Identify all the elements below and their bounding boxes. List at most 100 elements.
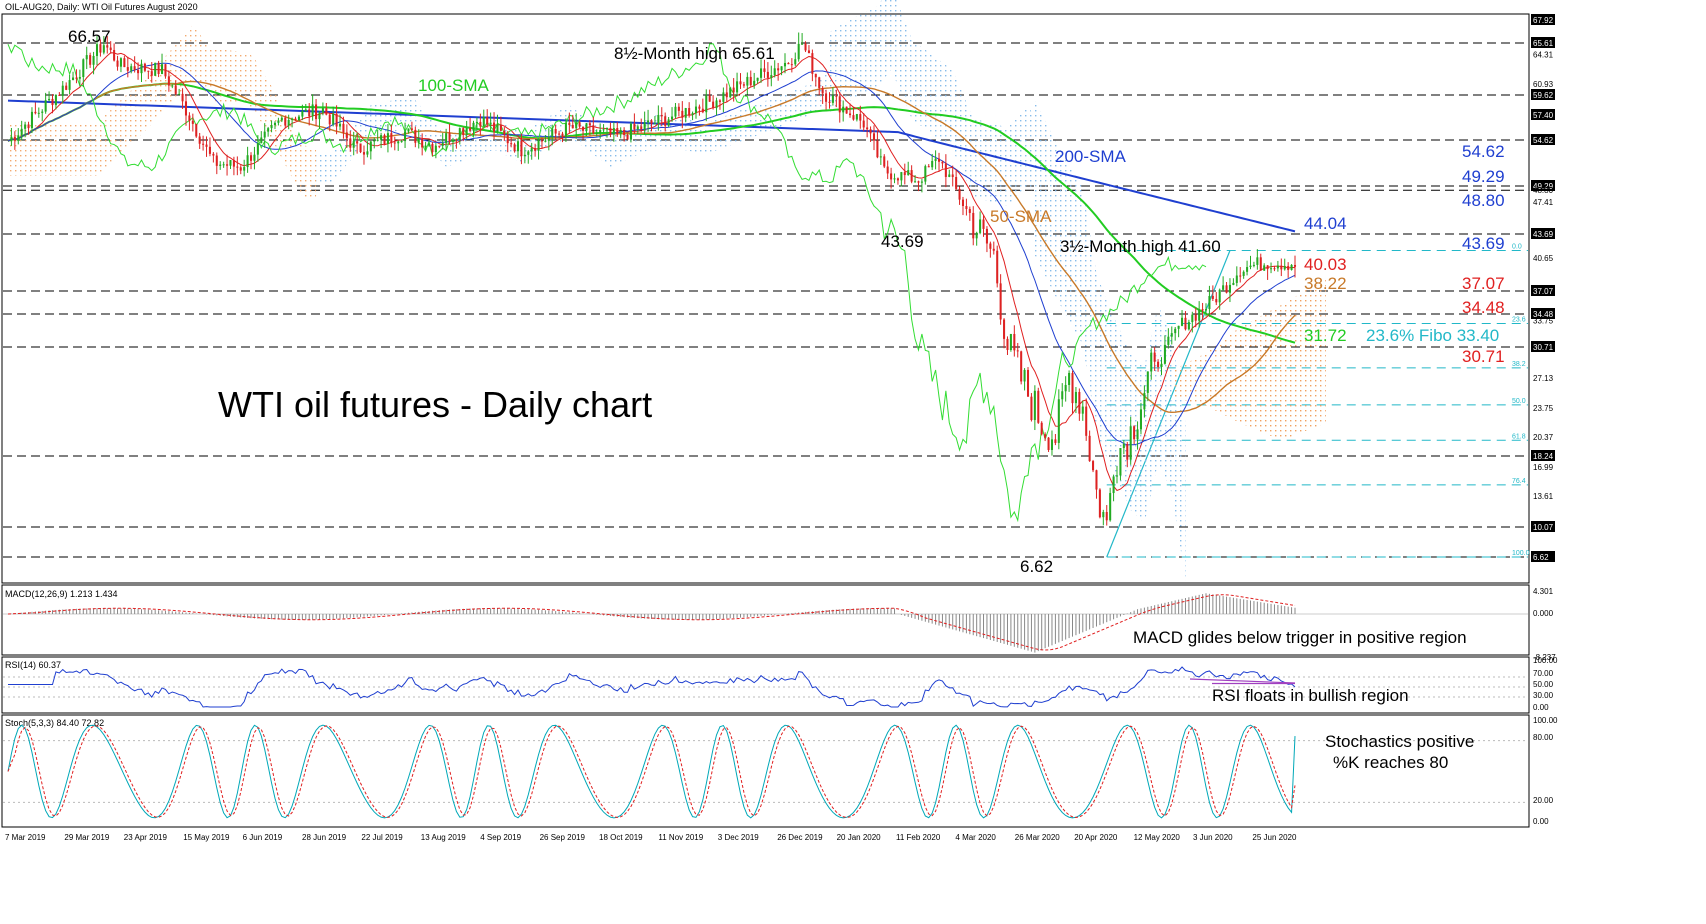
candle-body xyxy=(181,93,184,102)
candle-body xyxy=(451,139,455,142)
price-tag-box xyxy=(1531,228,1555,239)
candle-body xyxy=(143,63,146,71)
candle-body xyxy=(1146,371,1149,393)
candle-body xyxy=(756,77,759,81)
candle-body xyxy=(602,129,605,131)
price-tick-label: 23.75 xyxy=(1533,404,1554,413)
annotation-200-sma: 200-SMA xyxy=(1055,147,1127,166)
candle-body xyxy=(27,124,30,129)
stoch-tick-label: 100.00 xyxy=(1533,716,1558,725)
candle-body xyxy=(260,137,263,144)
candle-body xyxy=(1020,351,1023,382)
candle-body xyxy=(725,92,728,98)
candle-body xyxy=(948,174,951,177)
date-tick-label: 3 Dec 2019 xyxy=(718,833,759,842)
price-tick-label: 20.37 xyxy=(1533,433,1554,442)
candle-body xyxy=(1088,435,1091,462)
candle-body xyxy=(1174,328,1177,334)
candle-body xyxy=(1215,298,1218,303)
chikou-line xyxy=(7,43,1207,523)
candle-body xyxy=(332,113,335,125)
date-tick-label: 26 Dec 2019 xyxy=(777,833,823,842)
candle-body xyxy=(414,129,417,143)
candle-body xyxy=(773,68,776,76)
candle-body xyxy=(636,126,639,130)
candle-body xyxy=(1249,265,1252,268)
candle-body xyxy=(1013,333,1016,351)
candle-body xyxy=(249,155,253,161)
candle-body xyxy=(564,122,567,137)
macd-tick-label: 4.301 xyxy=(1533,587,1554,596)
right-value-labels: 54.62 49.29 48.80 44.04 43.69 40.03 38.2… xyxy=(1304,142,1505,366)
price-tag-box xyxy=(1531,37,1555,48)
label-30-71: 30.71 xyxy=(1462,347,1505,366)
candle-body xyxy=(486,117,489,125)
candle-body xyxy=(859,114,862,121)
candle-body xyxy=(123,58,126,68)
candle-body xyxy=(886,166,889,174)
date-tick-label: 11 Nov 2019 xyxy=(658,833,703,842)
price-tick-label: 48.80 xyxy=(1533,186,1554,195)
candle-body xyxy=(821,88,824,94)
price-tick-label: 64.31 xyxy=(1533,50,1554,59)
date-tick-label: 23 Apr 2019 xyxy=(124,833,168,842)
candle-body xyxy=(766,71,769,78)
candle-body xyxy=(835,95,838,97)
candle-body xyxy=(657,114,660,124)
candle-body xyxy=(1150,352,1153,372)
sma-100-line xyxy=(7,82,1296,344)
ichimoku-cloud xyxy=(8,0,1326,581)
annotation-66-57: 66.57 xyxy=(68,27,111,46)
candle-body xyxy=(807,50,810,54)
candle-body xyxy=(472,122,475,131)
candle-body xyxy=(1133,426,1136,440)
candle-body xyxy=(1033,390,1036,421)
candle-body xyxy=(1211,295,1214,299)
price-tag-label: 67.92 xyxy=(1533,16,1554,25)
candle-body xyxy=(855,114,858,120)
candle-body xyxy=(338,123,342,127)
candle-body xyxy=(989,243,992,249)
candle-body xyxy=(462,128,465,135)
candle-body xyxy=(1290,264,1293,270)
label-54-62: 54.62 xyxy=(1462,142,1505,161)
candle-body xyxy=(739,81,742,85)
annotation-fibo-23-6: 23.6% Fibo 33.40 xyxy=(1366,326,1499,345)
candle-body xyxy=(1242,271,1245,276)
candle-body xyxy=(167,76,170,86)
fibo-level-label: 50.0 xyxy=(1512,398,1526,405)
candle-body xyxy=(34,111,37,114)
price-tag-box xyxy=(1531,134,1555,145)
date-tick-label: 4 Sep 2019 xyxy=(480,833,521,842)
stoch-annotation-line-1: Stochastics positive xyxy=(1325,732,1474,751)
candle-body xyxy=(749,76,752,86)
candle-body xyxy=(1026,369,1030,397)
candle-body xyxy=(352,141,355,148)
candle-body xyxy=(161,64,164,75)
candle-body xyxy=(133,66,136,71)
candle-body xyxy=(633,123,636,130)
candle-body xyxy=(931,160,934,168)
date-tick-label: 20 Jan 2020 xyxy=(837,833,882,842)
candle-body xyxy=(958,188,961,200)
candle-body xyxy=(612,128,615,135)
candle-body xyxy=(58,94,61,96)
candle-body xyxy=(239,167,242,171)
candle-body xyxy=(41,111,44,113)
label-48-80: 48.80 xyxy=(1462,191,1505,210)
candle-body xyxy=(818,77,821,89)
candle-body xyxy=(1181,317,1184,326)
candle-body xyxy=(202,143,205,145)
candle-body xyxy=(746,76,749,86)
candle-body xyxy=(1222,285,1225,290)
price-tag-box xyxy=(1531,521,1555,532)
stoch-tick-label: 80.00 xyxy=(1533,733,1554,742)
candle-body xyxy=(879,156,882,158)
candle-body xyxy=(1256,257,1259,265)
candle-body xyxy=(37,112,40,114)
candle-body xyxy=(893,178,896,180)
candle-body xyxy=(1246,267,1249,272)
candle-body xyxy=(184,101,188,116)
candle-body xyxy=(164,64,167,77)
candle-body xyxy=(934,158,937,161)
